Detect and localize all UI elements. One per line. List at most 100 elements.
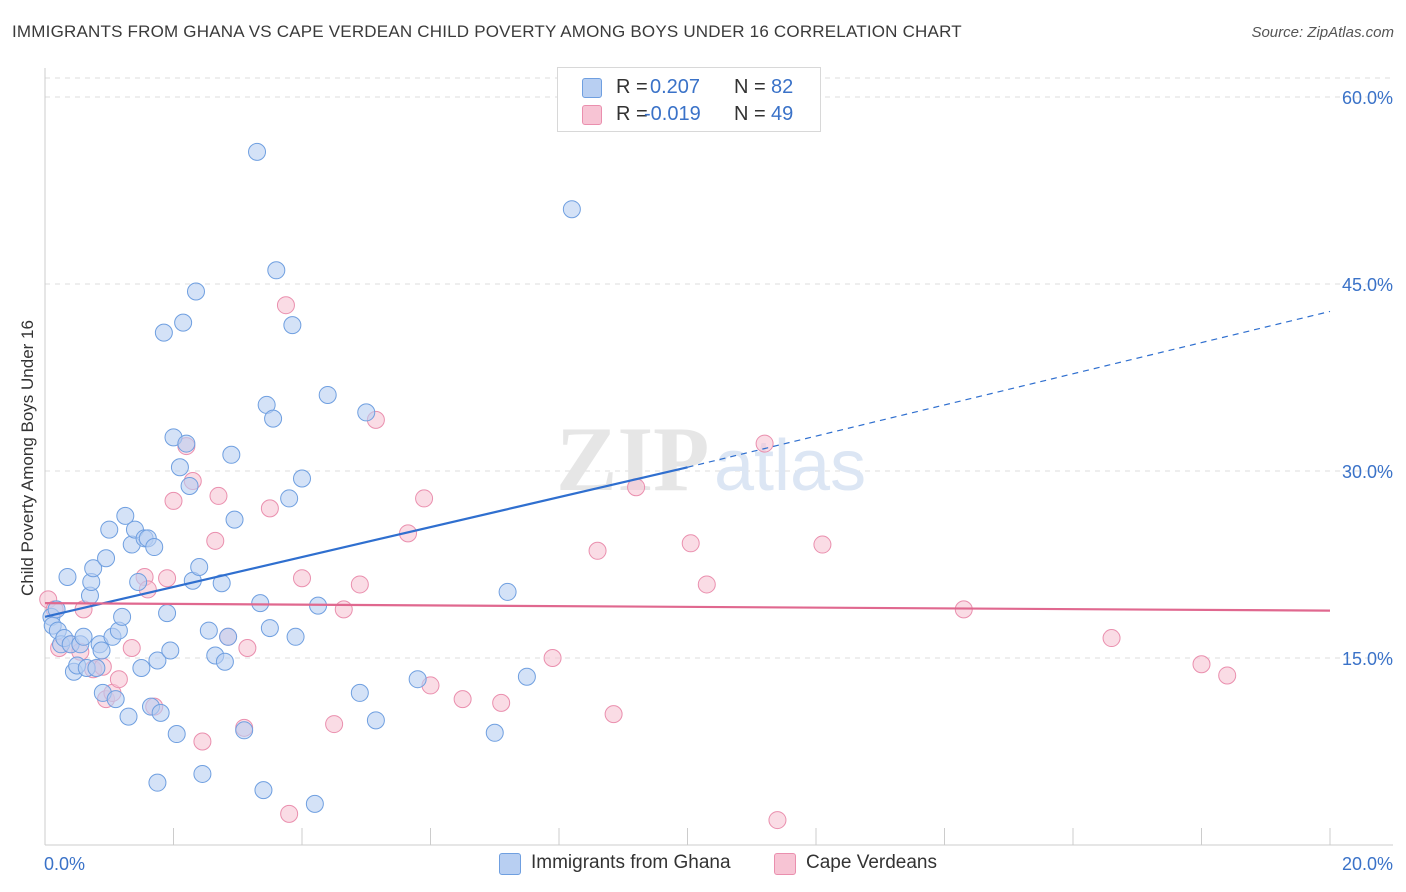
- ghana-point: [148, 651, 167, 670]
- ghana-point: [177, 434, 196, 453]
- ghana-point: [498, 582, 517, 601]
- cape-verdean-point: [334, 600, 353, 619]
- cape-verdean-point: [1192, 655, 1211, 674]
- series-immigrants-from-ghana: [42, 142, 581, 813]
- ghana-point: [283, 316, 302, 335]
- ghana-point: [215, 652, 234, 671]
- tick-labels: 15.0% 30.0% 45.0% 60.0% 0.0% 20.0%: [44, 88, 1393, 874]
- cape-verdean-point: [755, 434, 774, 453]
- cape-verdean-point: [193, 732, 212, 751]
- watermark: ZIP atlas: [556, 408, 866, 510]
- ghana-point: [267, 261, 286, 280]
- cape-verdean-point: [453, 690, 472, 709]
- cape-verdean-point: [415, 489, 434, 508]
- cape-verdean-point: [543, 649, 562, 667]
- ghana-point: [193, 764, 212, 783]
- ghana-point: [106, 690, 125, 709]
- cape-verdean-point: [697, 575, 716, 594]
- ghana-point: [350, 683, 369, 702]
- cape-verdean-point: [604, 705, 623, 724]
- ghana-point: [148, 773, 167, 792]
- ghana-point: [58, 567, 77, 586]
- ghana-point: [84, 559, 103, 578]
- cape-verdean-point: [293, 569, 311, 588]
- cape-verdean-point: [122, 639, 141, 658]
- ghana-point: [113, 607, 132, 626]
- cape-verdean-point: [276, 296, 295, 315]
- ghana-point: [161, 641, 180, 660]
- ghana-point: [97, 549, 116, 568]
- legend-label: Immigrants from Ghana: [531, 852, 731, 873]
- ghana-point: [116, 506, 135, 525]
- n-value: 82: [771, 76, 794, 98]
- r-label: R =: [616, 103, 648, 125]
- y-tick-label: 60.0%: [1342, 88, 1393, 108]
- ghana-point: [235, 721, 254, 740]
- chart-title: IMMIGRANTS FROM GHANA VS CAPE VERDEAN CH…: [12, 22, 962, 41]
- cape-verdean-point: [280, 804, 299, 823]
- ghana-trend-line: [44, 466, 688, 618]
- x-tick-label: 20.0%: [1342, 854, 1393, 874]
- cape-verdean-point: [164, 491, 183, 510]
- ghana-point: [158, 604, 177, 623]
- n-value: 49: [771, 103, 794, 125]
- ghana-legend-swatch: [499, 853, 521, 875]
- cape-swatch: [582, 105, 602, 125]
- ghana-point: [174, 313, 193, 332]
- cape-trend-line: [44, 602, 1331, 612]
- source-credit: Source: ZipAtlas.com: [1251, 24, 1394, 41]
- ghana-point: [357, 403, 376, 422]
- ghana-point: [225, 510, 244, 529]
- ghana-point: [170, 458, 189, 477]
- ghana-point: [199, 621, 218, 640]
- ghana-point: [87, 658, 106, 677]
- cape-verdean-point: [588, 541, 607, 560]
- x-tick-label: 0.0%: [44, 854, 85, 874]
- ghana-point: [180, 476, 199, 495]
- ghana-point: [280, 489, 299, 508]
- cape-verdean-point: [813, 535, 832, 554]
- ghana-point: [260, 619, 279, 638]
- cape-verdean-point: [768, 811, 787, 830]
- ghana-point: [251, 594, 270, 613]
- ghana-point: [145, 538, 164, 557]
- cape-verdean-point: [681, 534, 700, 553]
- watermark-atlas: atlas: [714, 426, 866, 506]
- ghana-point: [151, 703, 170, 722]
- legend-label: Cape Verdeans: [806, 852, 937, 873]
- ghana-point: [92, 641, 111, 660]
- cape-verdean-point: [492, 693, 511, 712]
- cape-verdean-point: [158, 569, 177, 588]
- ghana-point: [248, 142, 267, 161]
- y-axis-label: Child Poverty Among Boys Under 16: [18, 320, 37, 596]
- series-cape-verdeans: [39, 296, 1237, 830]
- cape-verdean-point: [238, 639, 257, 658]
- ghana-point: [305, 794, 324, 813]
- ghana-point: [562, 200, 581, 219]
- cape-verdean-point: [260, 499, 279, 518]
- cape-verdean-point: [206, 531, 225, 550]
- ghana-point: [190, 557, 209, 576]
- ghana-point: [100, 520, 119, 539]
- ghana-point: [293, 469, 311, 488]
- cape-verdean-point: [1102, 629, 1121, 648]
- n-label: N =: [734, 103, 766, 125]
- ghana-point: [318, 385, 337, 404]
- cape-verdean-point: [325, 715, 344, 734]
- r-value: -0.019: [644, 103, 701, 125]
- grid-lines: [45, 77, 1393, 659]
- ghana-point: [222, 445, 241, 464]
- ghana-point: [286, 627, 305, 646]
- ghana-point: [129, 572, 148, 591]
- n-label: N =: [734, 76, 766, 98]
- ghana-swatch: [582, 78, 602, 98]
- cape-verdean-point: [350, 575, 369, 594]
- trend-lines: [44, 310, 1331, 618]
- r-label: R =: [616, 76, 648, 98]
- stats-legend: R = 0.207 N = 82 R = -0.019 N = 49: [557, 67, 821, 132]
- y-tick-label: 45.0%: [1342, 275, 1393, 295]
- ghana-point: [132, 658, 151, 677]
- ghana-trend-extension: [687, 310, 1331, 468]
- y-tick-label: 15.0%: [1342, 649, 1393, 669]
